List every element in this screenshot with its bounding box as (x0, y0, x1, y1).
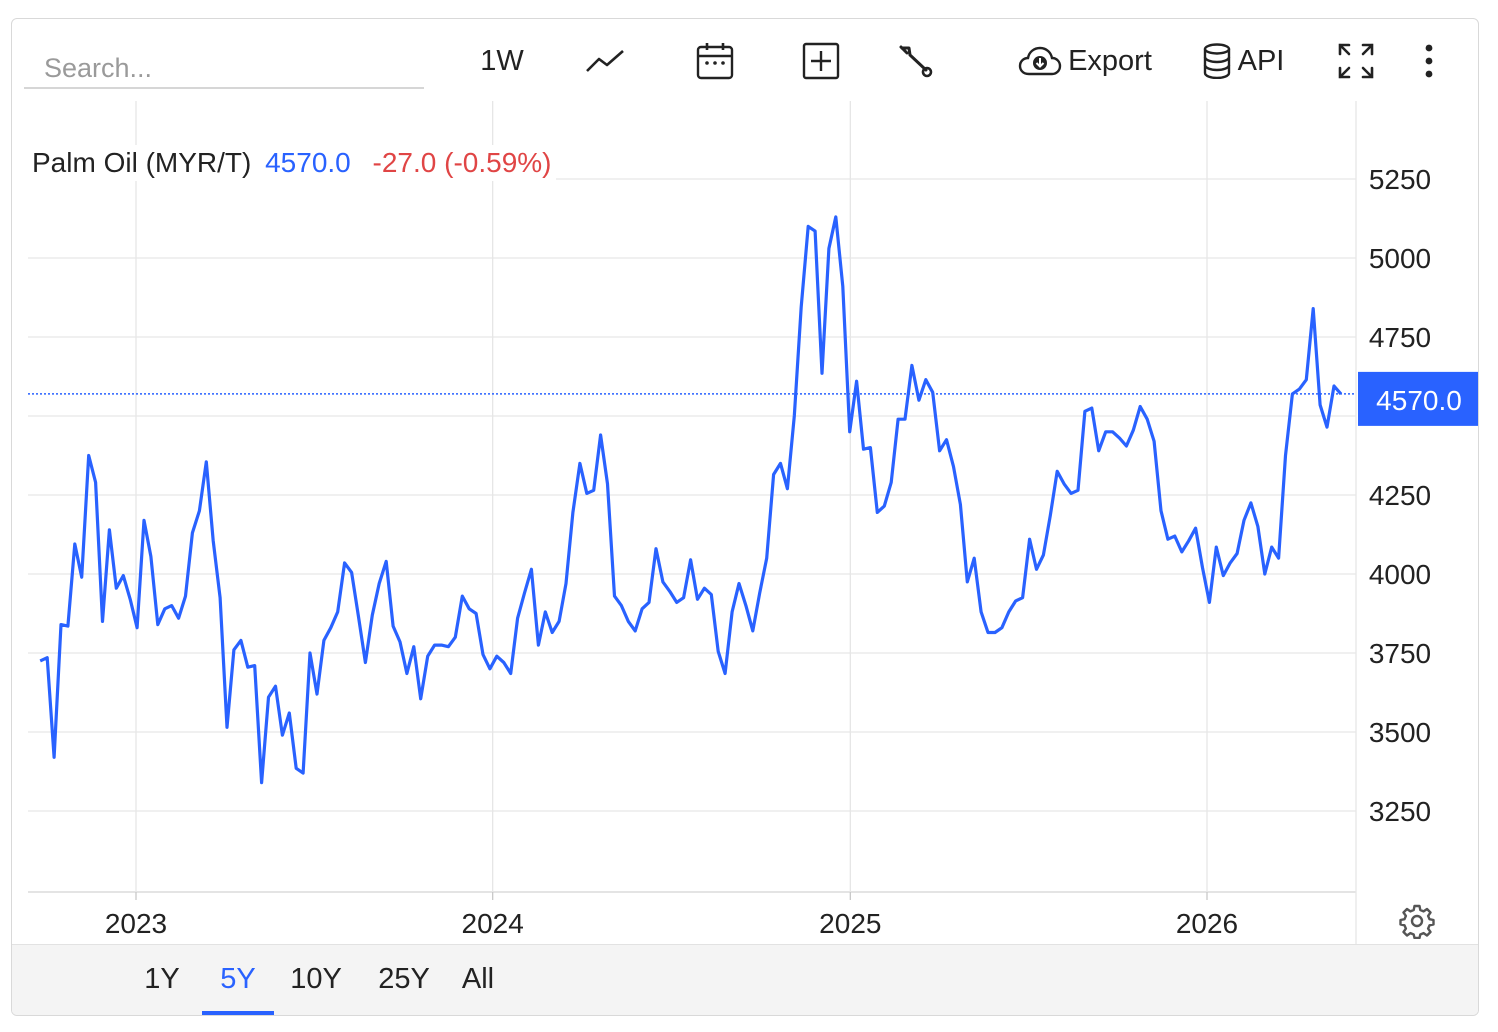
grid (28, 101, 1357, 947)
export-label: Export (1068, 44, 1152, 77)
range-selector-bar: 1Y 5Y 10Y 25Y All (12, 944, 1478, 1015)
cloud-download-icon (1018, 45, 1062, 77)
active-range-underline (202, 1011, 274, 1015)
x-tick-label: 2026 (1176, 908, 1238, 939)
legend-change: -27.0 (-0.59%) (372, 147, 552, 178)
range-button-10y[interactable]: 10Y (290, 963, 342, 995)
range-button-1y[interactable]: 1Y (144, 963, 180, 995)
calendar-icon (696, 41, 734, 81)
date-range-button[interactable] (692, 39, 738, 83)
chart-type-button[interactable] (580, 39, 630, 83)
chart-legend: Palm Oil (MYR/T) 4570.0 -27.0 (-0.59%) (28, 145, 556, 181)
axes: 3250 3500 3750 4000 4250 4750 5000 5250 2023 2024… (105, 164, 1431, 939)
export-button[interactable]: Export (1012, 39, 1158, 83)
y-tick-label: 4000 (1369, 559, 1431, 590)
series-line (39, 215, 1343, 785)
chart-settings-button[interactable] (1399, 903, 1435, 944)
series-layer (39, 215, 1343, 785)
gear-icon (1399, 904, 1435, 943)
interval-button[interactable]: 1W (474, 39, 530, 83)
last-price-tag-label: 4570.0 (1376, 385, 1462, 416)
y-tick-label: 5000 (1369, 243, 1431, 274)
api-label: API (1237, 44, 1285, 77)
legend-price: 4570.0 (265, 147, 351, 178)
chart-widget: 1W (11, 18, 1479, 1016)
fullscreen-icon (1336, 41, 1376, 81)
last-price-tag (1358, 371, 1478, 426)
add-box-icon (802, 42, 840, 80)
range-button-25y[interactable]: 25Y (378, 963, 430, 995)
legend-instrument-name: Palm Oil (MYR/T) (32, 147, 252, 178)
x-tick-label: 2024 (462, 908, 524, 939)
api-button[interactable]: API (1198, 39, 1288, 83)
wrench-icon (896, 42, 934, 80)
y-tick-label: 3250 (1369, 796, 1431, 827)
toolbar: 1W (12, 19, 1478, 103)
more-menu-button[interactable] (1414, 39, 1444, 83)
price-tag-layer: 4570.0 (28, 371, 1478, 426)
x-tick-label: 2023 (105, 908, 167, 939)
fullscreen-button[interactable] (1334, 39, 1378, 83)
tools-button[interactable] (892, 39, 938, 83)
line-chart-icon (585, 47, 625, 75)
x-tick-label: 2025 (819, 908, 881, 939)
range-button-5y[interactable]: 5Y (220, 963, 256, 995)
interval-label: 1W (480, 44, 524, 77)
y-tick-label: 3750 (1369, 638, 1431, 669)
y-tick-label: 3500 (1369, 717, 1431, 748)
more-vertical-icon (1424, 43, 1434, 79)
database-icon (1202, 43, 1232, 79)
price-chart[interactable]: 3250 3500 3750 4000 4250 4750 5000 5250 2023 2024… (12, 19, 1479, 947)
search-input[interactable] (24, 49, 424, 89)
y-tick-label: 5250 (1369, 164, 1431, 195)
add-comparison-button[interactable] (798, 39, 844, 83)
y-tick-label: 4750 (1369, 322, 1431, 353)
y-tick-label: 4250 (1369, 480, 1431, 511)
range-button-all[interactable]: All (461, 963, 495, 995)
